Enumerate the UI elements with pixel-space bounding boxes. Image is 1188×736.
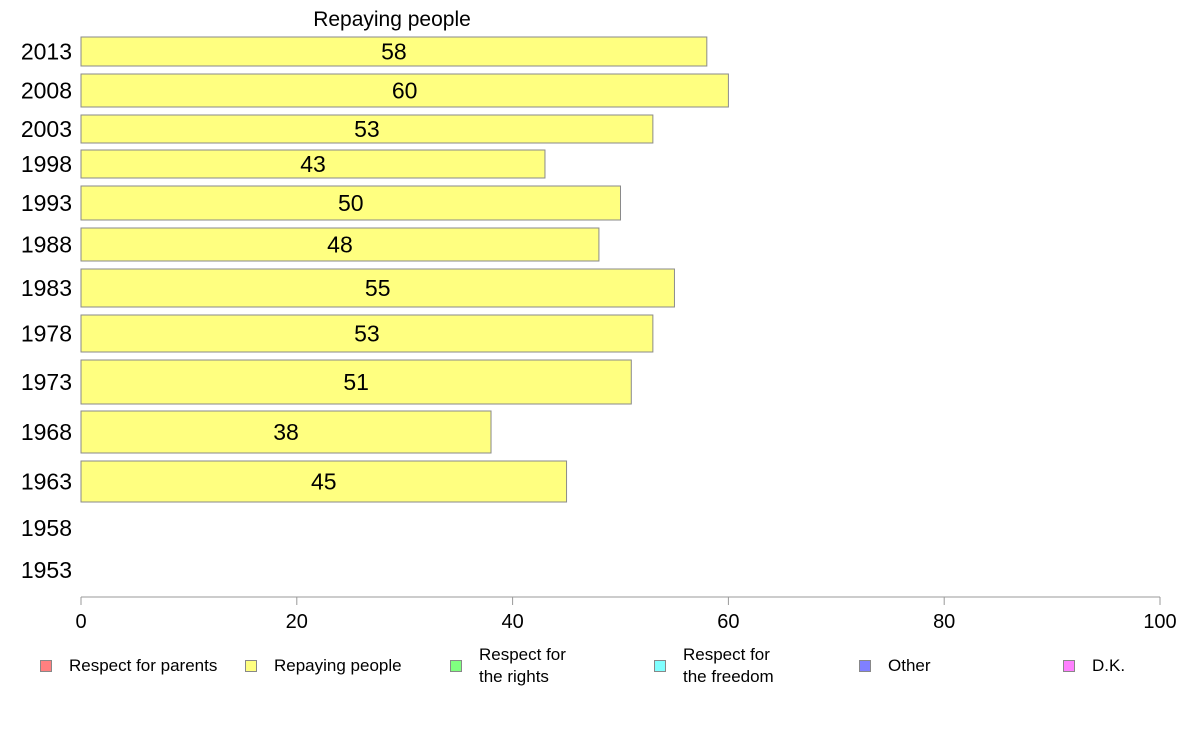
x-tick-label-100: 100 (1143, 611, 1176, 633)
bar-1983 (80, 268, 675, 308)
x-tick-label-0: 0 (75, 611, 86, 633)
bar-1988 (80, 227, 600, 262)
data-label-1973: 51 (343, 369, 369, 395)
legend-item-5: D.K. (1063, 655, 1125, 677)
x-tick-label-40: 40 (501, 611, 523, 633)
legend-item-2: Respect for the rights (450, 644, 566, 688)
bars-group: 58 60 53 43 50 48 55 53 51 38 45 (80, 36, 729, 503)
data-label-1968: 38 (273, 419, 299, 445)
y-tick-label-1973: 1973 (21, 369, 72, 395)
data-label-1983: 55 (365, 275, 391, 301)
y-tick-label-1993: 1993 (21, 190, 72, 216)
x-tick-label-80: 80 (933, 611, 955, 633)
legend-swatch (450, 660, 462, 672)
y-tick-label-2003: 2003 (21, 116, 72, 142)
x-tick-label-60: 60 (717, 611, 739, 633)
data-label-2013: 58 (381, 39, 407, 65)
legend-swatch (40, 660, 52, 672)
legend-swatch (654, 660, 666, 672)
bar-2013 (80, 36, 708, 67)
data-label-1988: 48 (327, 232, 353, 258)
chart-title: Repaying people (313, 8, 471, 31)
legend-item-0: Respect for parents (40, 655, 217, 677)
data-label-2003: 53 (354, 116, 380, 142)
bar-1978 (80, 314, 654, 353)
legend-swatch (1063, 660, 1075, 672)
legend-item-3: Respect for the freedom (654, 644, 774, 688)
y-tick-label-1998: 1998 (21, 151, 72, 177)
legend-label: Respect for the freedom (683, 645, 774, 686)
y-tick-label-1988: 1988 (21, 232, 72, 258)
y-tick-label-1953: 1953 (21, 557, 72, 583)
y-axis-labels: 2013 2008 2003 1998 1993 1988 1983 1978 1973 1968… (21, 39, 72, 584)
bar-1993 (80, 185, 621, 221)
bar-2003 (80, 114, 654, 144)
bar-1973 (80, 359, 632, 405)
y-tick-label-1958: 1958 (21, 515, 72, 541)
legend-swatch (245, 660, 257, 672)
legend-label: Respect for parents (69, 656, 218, 675)
bar-1998 (80, 149, 546, 179)
bar-chart: Repaying people 58 60 53 43 50 48 55 53 51 38 45 2… (21, 8, 1177, 633)
bar-2008 (80, 73, 729, 108)
data-label-1993: 50 (338, 190, 364, 216)
legend-swatch (859, 660, 871, 672)
legend-item-4: Other (859, 655, 931, 677)
x-tick-label-20: 20 (286, 611, 308, 633)
data-label-2008: 60 (392, 78, 418, 104)
y-tick-label-1983: 1983 (21, 275, 72, 301)
legend-label: Other (888, 656, 931, 675)
bar-1968 (80, 410, 492, 454)
data-label-1978: 53 (354, 321, 380, 347)
data-label-1998: 43 (300, 151, 326, 177)
y-tick-label-1978: 1978 (21, 321, 72, 347)
y-tick-label-2013: 2013 (21, 39, 72, 65)
y-tick-label-1963: 1963 (21, 469, 72, 495)
legend-item-1: Repaying people (245, 655, 402, 677)
x-axis: 0 20 40 60 80 100 (75, 596, 1177, 633)
legend-label: D.K. (1092, 656, 1126, 675)
legend: Respect for parents Repaying people Respec… (0, 643, 1188, 691)
y-tick-label-2008: 2008 (21, 78, 72, 104)
data-label-1963: 45 (311, 469, 337, 495)
legend-label: Repaying people (274, 656, 402, 675)
legend-label: Respect for the rights (479, 645, 566, 686)
bar-1963 (80, 460, 568, 503)
y-tick-label-1968: 1968 (21, 419, 72, 445)
